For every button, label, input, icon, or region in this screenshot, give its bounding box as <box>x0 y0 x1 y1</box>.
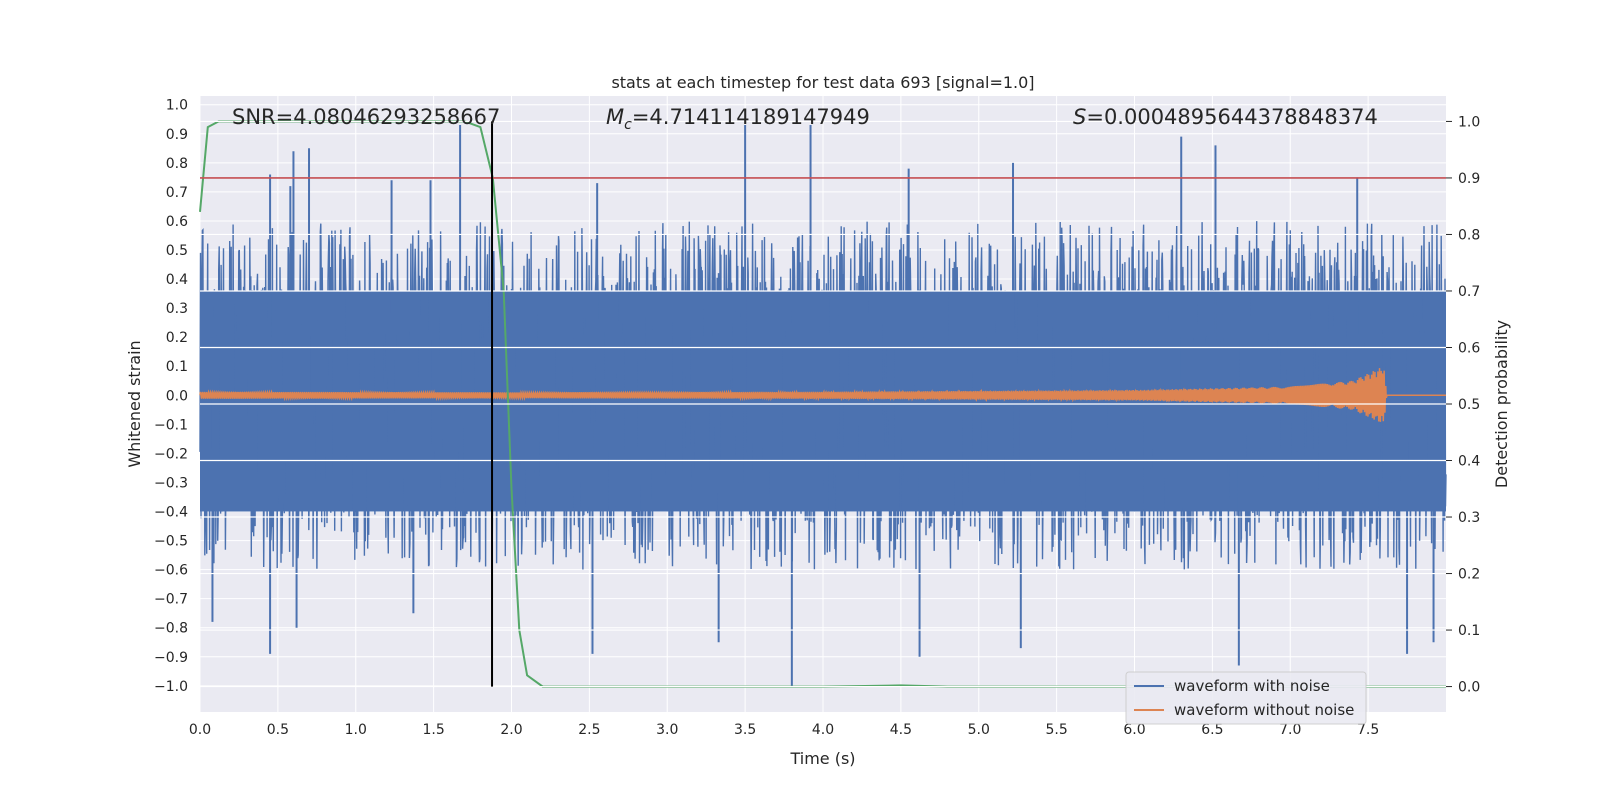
x-tick-label: 5.0 <box>968 722 990 738</box>
x-axis-label: Time (s) <box>789 749 855 768</box>
chirp-mass-subscript: c <box>624 117 632 133</box>
legend-label-noise: waveform with noise <box>1174 677 1330 695</box>
x-tick-label: 4.5 <box>890 722 912 738</box>
y-tick-label-right: 0.5 <box>1458 397 1480 413</box>
x-tick-label: 6.0 <box>1123 722 1145 738</box>
clean-waveform-layer <box>199 368 1446 422</box>
y-tick-label-left: −0.7 <box>154 592 188 608</box>
y-tick-label-left: 0.4 <box>166 272 188 288</box>
y-tick-label-left: −0.6 <box>154 563 188 579</box>
ticks-layer: 0.0 0.5 1.0 1.5 2.0 2.5 3.0 3.5 4.0 4.5 5.0 5.5 6.0 6… <box>154 98 1480 738</box>
x-tick-label: 6.5 <box>1201 722 1223 738</box>
y-tick-label-right: 0.0 <box>1458 680 1480 696</box>
y-tick-label-left: 0.8 <box>166 156 188 172</box>
y-tick-label-left: 0.2 <box>166 330 188 346</box>
s-annotation: S=0.0004895644378848374 <box>1073 105 1378 129</box>
legend: waveform with noise waveform without noi… <box>1125 671 1367 725</box>
marks-layer <box>200 121 1446 687</box>
y-tick-label-left: 0.0 <box>166 388 188 404</box>
y-tick-label-left: −0.5 <box>154 534 188 550</box>
x-tick-label: 3.5 <box>734 722 756 738</box>
snr-annotation: SNR=4.08046293258667 <box>232 105 500 129</box>
x-tick-label: 4.0 <box>812 722 834 738</box>
y-tick-label-right: 0.9 <box>1458 171 1480 187</box>
y-tick-label-right: 0.4 <box>1458 454 1480 470</box>
clean-waveform-line <box>199 368 1446 422</box>
x-tick-label: 2.0 <box>500 722 522 738</box>
y-tick-label-left: −0.1 <box>154 417 188 433</box>
y-axis-label-left: Whitened strain <box>125 340 144 467</box>
y-tick-label-left: 0.1 <box>166 359 188 375</box>
y-tick-label-left: −0.4 <box>154 505 188 521</box>
x-tick-label: 5.5 <box>1045 722 1067 738</box>
y-tick-label-right: 0.1 <box>1458 623 1480 639</box>
legend-box <box>1125 671 1367 725</box>
s-symbol: S <box>1073 105 1086 129</box>
chirp-mass-value: =4.714114189147949 <box>632 105 870 129</box>
noise-waveform-line <box>199 221 1447 570</box>
chirp-mass-annotation: Mc=4.714114189147949 <box>606 105 870 133</box>
x-tick-label: 1.0 <box>345 722 367 738</box>
y-tick-label-left: −1.0 <box>154 679 188 695</box>
y-tick-label-left: −0.3 <box>154 475 188 491</box>
y-tick-label-right: 0.6 <box>1458 340 1480 356</box>
y-tick-label-right: 0.7 <box>1458 284 1480 300</box>
chirp-mass-symbol: M <box>606 105 624 129</box>
y-tick-label-left: −0.9 <box>154 650 188 666</box>
y-axis-label-right: Detection probability <box>1492 320 1511 488</box>
y-tick-label-left: 0.5 <box>166 243 188 259</box>
x-tick-label: 7.5 <box>1357 722 1379 738</box>
y-tick-label-left: 1.0 <box>166 98 188 114</box>
y-tick-label-right: 1.0 <box>1458 114 1480 130</box>
legend-label-clean: waveform without noise <box>1174 701 1354 719</box>
y-tick-label-left: 0.3 <box>166 301 188 317</box>
x-tick-label: 1.5 <box>422 722 444 738</box>
y-tick-label-left: 0.9 <box>166 127 188 143</box>
x-tick-label: 0.5 <box>267 722 289 738</box>
x-tick-label: 2.5 <box>578 722 600 738</box>
x-tick-label: 7.0 <box>1279 722 1301 738</box>
s-value: =0.0004895644378848374 <box>1086 105 1378 129</box>
x-tick-label: 3.0 <box>656 722 678 738</box>
y-tick-label-left: −0.8 <box>154 621 188 637</box>
y-tick-label-right: 0.2 <box>1458 567 1480 583</box>
chart-title: stats at each timestep for test data 693… <box>611 73 1034 92</box>
y-tick-label-left: 0.6 <box>166 214 188 230</box>
x-tick-label: 0.0 <box>189 722 211 738</box>
y-tick-label-right: 0.3 <box>1458 510 1480 526</box>
y-tick-label-left: 0.7 <box>166 185 188 201</box>
y-tick-label-left: −0.2 <box>154 446 188 462</box>
y-tick-label-right: 0.8 <box>1458 227 1480 243</box>
